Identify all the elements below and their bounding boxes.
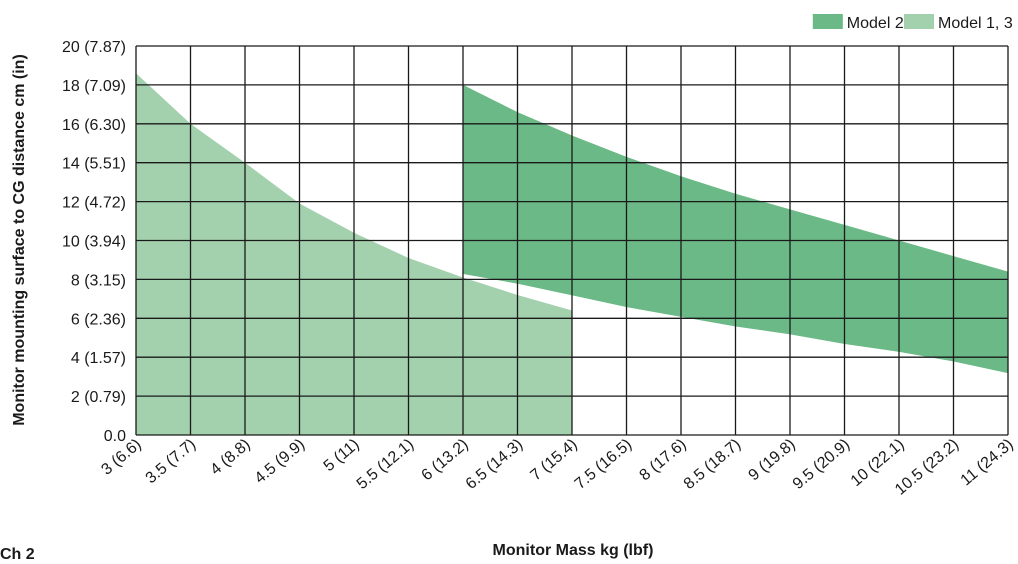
x-tick-label: 7.5 (16.5) <box>572 436 635 493</box>
x-tick-label: 9.5 (20.9) <box>790 436 853 493</box>
x-tick-label: 9 (19.8) <box>746 436 799 484</box>
y-tick-label: 20 (7.87) <box>62 39 126 56</box>
chart-grid <box>135 45 1009 436</box>
x-tick-label: 6 (13.2) <box>419 436 472 484</box>
chart-legend: Model 2 Model 1, 3 <box>812 14 1013 32</box>
y-axis-title: Monitor mounting surface to CG distance … <box>11 54 28 426</box>
x-tick-label: 5.5 (12.1) <box>354 436 417 493</box>
legend-swatch-model-1-3 <box>904 14 934 29</box>
x-tick-label: 5 (11) <box>321 436 363 475</box>
x-tick-label: 4.5 (9.9) <box>252 436 309 487</box>
y-tick-label: 14 (5.51) <box>62 156 126 173</box>
y-tick-label: 4 (1.57) <box>71 350 126 367</box>
x-tick-label: 11 (24.3) <box>958 436 1017 489</box>
x-tick-label: 8.5 (18.7) <box>681 436 744 493</box>
y-tick-label: 12 (4.72) <box>62 195 126 212</box>
y-tick-label: 6 (2.36) <box>71 311 126 328</box>
y-tick-label: 2 (0.79) <box>71 389 126 406</box>
legend-label-model-2: Model 2 <box>847 15 904 32</box>
x-tick-label: 3.5 (7.7) <box>143 436 200 487</box>
y-tick-label: 16 (6.30) <box>62 117 126 134</box>
x-tick-label: 8 (17.6) <box>637 436 690 484</box>
x-tick-label: 7 (15.4) <box>528 436 581 484</box>
x-tick-label: 6.5 (14.3) <box>463 436 526 493</box>
corner-label: Ch 2 <box>0 546 35 563</box>
legend-swatch-model-2 <box>812 14 843 29</box>
y-tick-label: 0.0 <box>104 428 126 445</box>
y-axis-ticks: 0.0 2 (0.79) 4 (1.57) 6 (2.36) 8 (3.15) 10 (3… <box>62 39 126 445</box>
y-tick-label: 10 (3.94) <box>62 234 126 251</box>
x-axis-ticks: 3 (6.6)3.5 (7.7) 4 (8.8)4.5 (9.9) 5 (11)5.… <box>98 436 1016 499</box>
y-tick-label: 18 (7.09) <box>62 78 126 95</box>
x-tick-label: 4 (8.8) <box>207 436 253 479</box>
y-tick-label: 8 (3.15) <box>71 272 126 289</box>
x-axis-title: Monitor Mass kg (lbf) <box>493 542 654 559</box>
legend-label-model-1-3: Model 1, 3 <box>938 15 1013 32</box>
